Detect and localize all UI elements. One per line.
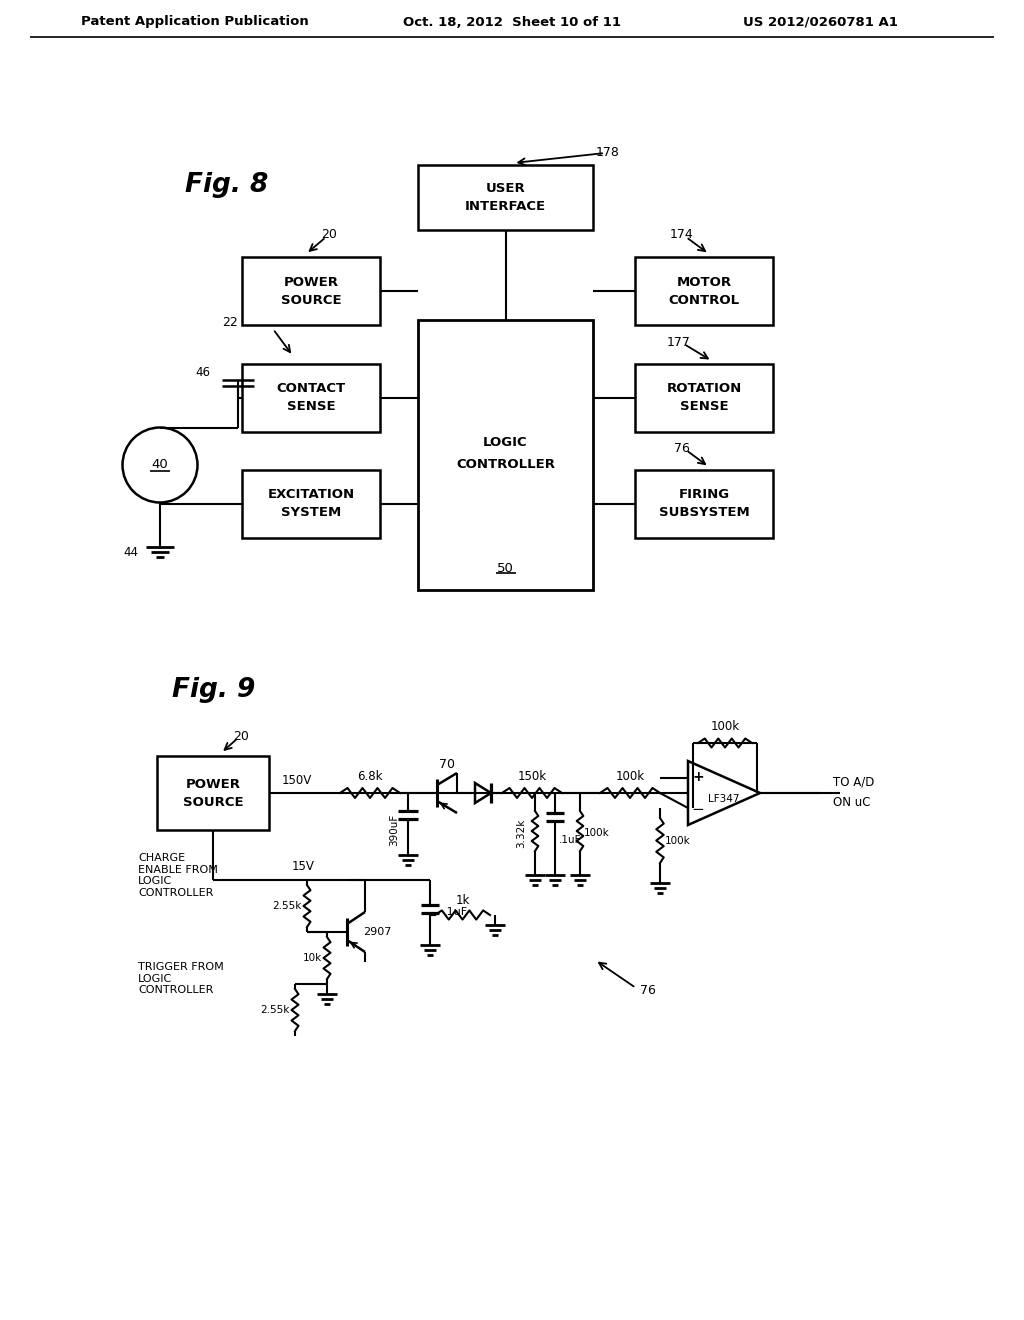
Text: 2907: 2907 xyxy=(362,927,391,937)
Text: INTERFACE: INTERFACE xyxy=(465,201,546,213)
Text: 76: 76 xyxy=(640,983,656,997)
Text: 100k: 100k xyxy=(584,828,609,838)
Text: CONTROL: CONTROL xyxy=(669,293,739,306)
Text: .1uF: .1uF xyxy=(559,836,582,845)
Text: SENSE: SENSE xyxy=(287,400,335,413)
Text: SOURCE: SOURCE xyxy=(281,293,341,306)
Bar xyxy=(157,756,269,830)
Text: POWER: POWER xyxy=(185,777,241,791)
Text: 174: 174 xyxy=(670,228,694,242)
Text: SENSE: SENSE xyxy=(680,400,728,413)
Text: ON uC: ON uC xyxy=(833,796,870,808)
Text: 100k: 100k xyxy=(615,771,644,784)
Text: Fig. 9: Fig. 9 xyxy=(172,677,255,704)
Text: +: + xyxy=(692,770,703,784)
Text: 46: 46 xyxy=(195,367,210,380)
Bar xyxy=(242,257,380,325)
Text: LOGIC: LOGIC xyxy=(483,437,527,450)
Text: 20: 20 xyxy=(233,730,249,742)
Text: 178: 178 xyxy=(596,147,620,160)
Text: 1k: 1k xyxy=(456,894,470,907)
Bar xyxy=(635,257,773,325)
Text: ROTATION: ROTATION xyxy=(667,383,741,396)
Text: 3.32k: 3.32k xyxy=(516,818,526,847)
Bar xyxy=(418,165,593,230)
Text: SYSTEM: SYSTEM xyxy=(281,507,341,520)
Bar xyxy=(418,319,593,590)
Text: Patent Application Publication: Patent Application Publication xyxy=(81,16,309,29)
Bar xyxy=(242,364,380,432)
Text: CHARGE
ENABLE FROM
LOGIC
CONTROLLER: CHARGE ENABLE FROM LOGIC CONTROLLER xyxy=(138,853,218,898)
Text: .1uF: .1uF xyxy=(444,907,468,917)
Text: −: − xyxy=(691,801,705,817)
Text: SOURCE: SOURCE xyxy=(182,796,244,808)
Text: 177: 177 xyxy=(667,335,691,348)
Bar xyxy=(242,470,380,539)
Text: USER: USER xyxy=(485,182,525,195)
Text: TRIGGER FROM
LOGIC
CONTROLLER: TRIGGER FROM LOGIC CONTROLLER xyxy=(138,962,224,995)
Text: POWER: POWER xyxy=(284,276,339,289)
Text: EXCITATION: EXCITATION xyxy=(267,488,354,502)
Text: 20: 20 xyxy=(322,228,337,242)
Bar xyxy=(635,364,773,432)
Text: 10k: 10k xyxy=(303,953,322,964)
Text: 100k: 100k xyxy=(711,721,739,734)
Text: CONTACT: CONTACT xyxy=(276,383,345,396)
Text: 15V: 15V xyxy=(292,861,314,874)
Text: 390uF: 390uF xyxy=(389,814,399,846)
Text: 44: 44 xyxy=(123,545,138,558)
Text: 50: 50 xyxy=(497,561,514,574)
Text: 6.8k: 6.8k xyxy=(357,771,383,784)
Text: 2.55k: 2.55k xyxy=(261,1005,290,1015)
Text: 150V: 150V xyxy=(282,774,312,787)
Text: Oct. 18, 2012  Sheet 10 of 11: Oct. 18, 2012 Sheet 10 of 11 xyxy=(403,16,621,29)
Text: 150k: 150k xyxy=(517,771,547,784)
Text: SUBSYSTEM: SUBSYSTEM xyxy=(658,507,750,520)
Text: US 2012/0260781 A1: US 2012/0260781 A1 xyxy=(742,16,897,29)
Text: LF347: LF347 xyxy=(709,795,739,804)
Text: 76: 76 xyxy=(674,441,690,454)
Text: 70: 70 xyxy=(439,759,455,771)
Text: MOTOR: MOTOR xyxy=(677,276,731,289)
Text: FIRING: FIRING xyxy=(679,488,729,502)
Text: Fig. 8: Fig. 8 xyxy=(185,172,268,198)
Text: 22: 22 xyxy=(222,315,238,329)
Polygon shape xyxy=(688,762,760,825)
Bar xyxy=(635,470,773,539)
Text: 100k: 100k xyxy=(665,836,691,846)
Text: 40: 40 xyxy=(152,458,168,471)
Text: 2.55k: 2.55k xyxy=(272,902,302,911)
Text: CONTROLLER: CONTROLLER xyxy=(456,458,555,471)
Text: TO A/D: TO A/D xyxy=(833,776,874,788)
